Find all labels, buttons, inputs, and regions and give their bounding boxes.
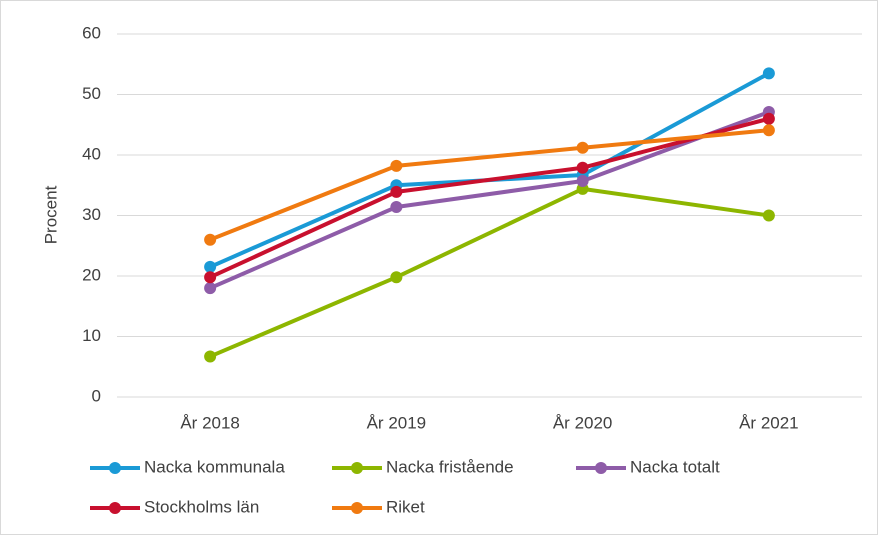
- legend-label: Nacka fristående: [386, 457, 514, 476]
- data-point: [762, 112, 775, 125]
- legend-marker: [351, 462, 363, 474]
- data-point: [204, 271, 217, 284]
- x-tick-label: År 2021: [739, 413, 799, 432]
- y-tick-label: 60: [82, 23, 101, 42]
- legend-marker: [109, 462, 121, 474]
- data-point: [762, 67, 775, 80]
- y-tick-label: 40: [82, 144, 101, 163]
- series-line: [209, 116, 770, 280]
- y-tick-label: 0: [92, 386, 101, 405]
- legend-label: Stockholms län: [144, 497, 259, 516]
- legend-marker: [109, 502, 121, 514]
- x-tick-label: År 2019: [367, 413, 427, 432]
- data-point: [204, 233, 217, 246]
- y-tick-label: 20: [82, 265, 101, 284]
- x-tick-label: År 2020: [553, 413, 613, 432]
- series-line: [209, 186, 770, 359]
- data-point: [390, 185, 403, 198]
- data-point: [204, 260, 217, 273]
- series-line: [209, 110, 770, 290]
- data-point: [390, 159, 403, 172]
- y-axis-label: Procent: [41, 185, 60, 244]
- series-line: [209, 128, 770, 242]
- legend-label: Nacka totalt: [630, 457, 720, 476]
- data-point: [762, 124, 775, 137]
- y-tick-label: 30: [82, 205, 101, 224]
- legend-marker: [595, 462, 607, 474]
- legend-label: Nacka kommunala: [144, 457, 285, 476]
- y-tick-label: 10: [82, 326, 101, 345]
- x-tick-label: År 2018: [180, 413, 240, 432]
- data-point: [204, 350, 217, 363]
- legend-label: Riket: [386, 497, 425, 516]
- data-point: [576, 175, 589, 188]
- data-point: [204, 282, 217, 295]
- data-point: [762, 209, 775, 222]
- y-tick-label: 50: [82, 84, 101, 103]
- legend-marker: [351, 502, 363, 514]
- data-point: [576, 141, 589, 154]
- data-point: [576, 161, 589, 174]
- data-point: [390, 201, 403, 214]
- data-point: [390, 271, 403, 284]
